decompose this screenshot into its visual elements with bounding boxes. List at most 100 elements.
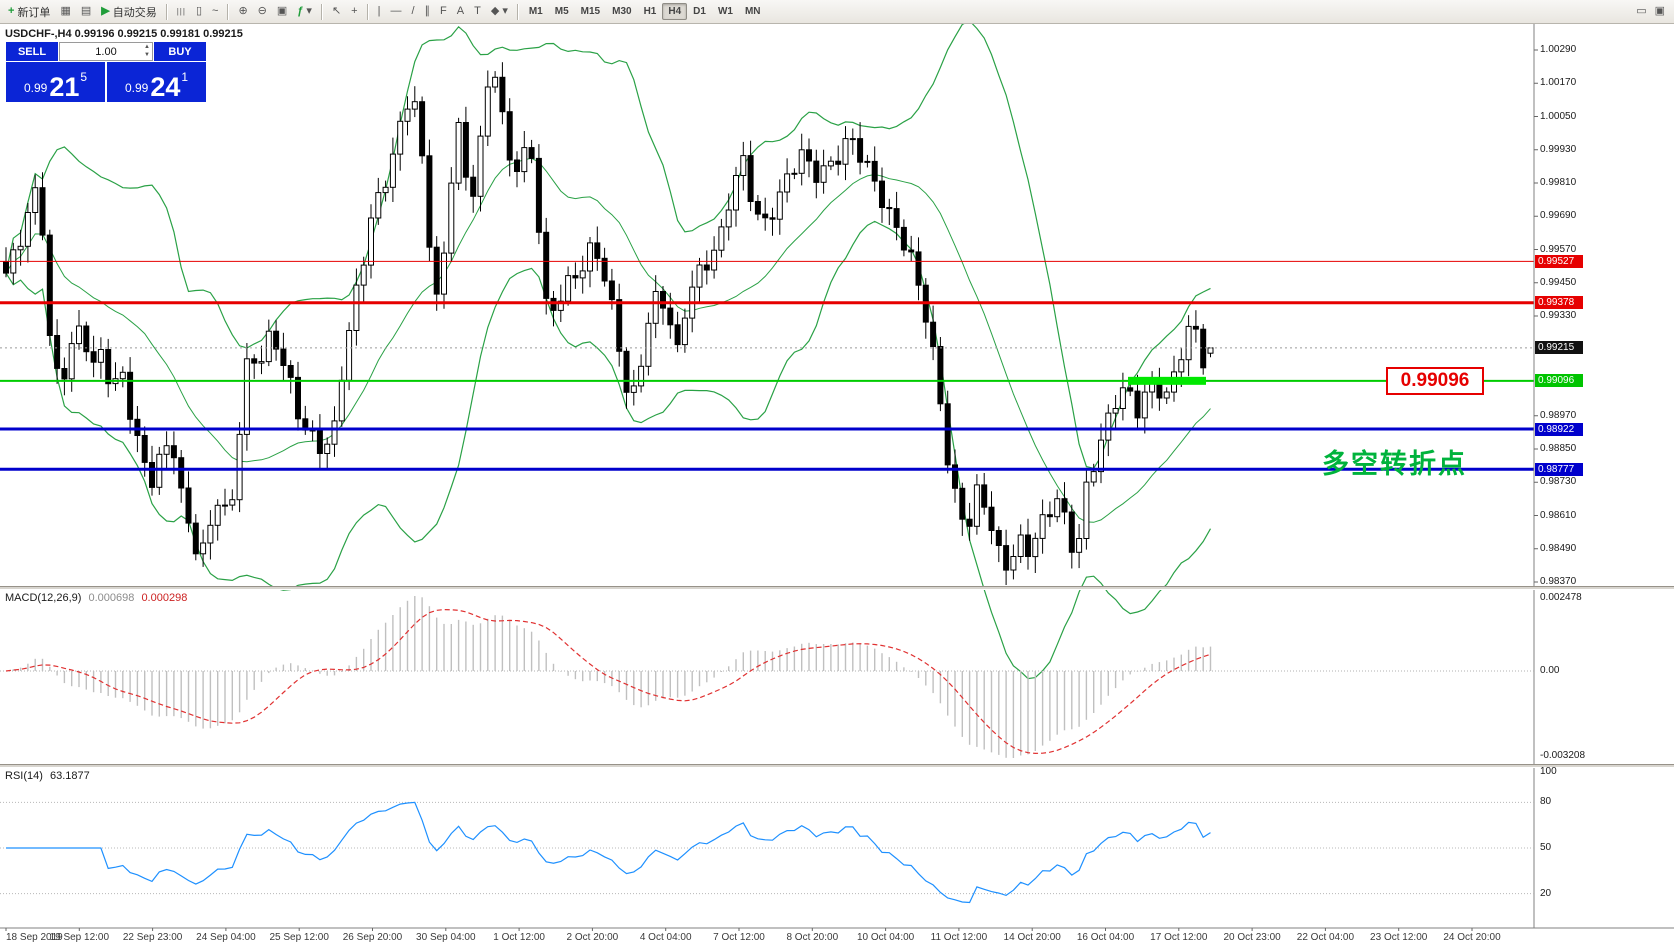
- crosshair-icon: +: [351, 5, 358, 17]
- one-click-trading-widget: SELL 1.00 ▲ ▼ BUY 0.99 21 5 0.99 24 1: [6, 42, 206, 102]
- macd-label: MACD(12,26,9) 0.000698 0.000298: [5, 592, 187, 604]
- rsi-label: RSI(14) 63.1877: [5, 770, 90, 782]
- chart-ohlc-header: USDCHF-,H4 0.99196 0.99215 0.99181 0.992…: [5, 28, 243, 40]
- autotrading-icon: ▶: [101, 5, 110, 17]
- bar-chart-icon: |||: [176, 6, 186, 16]
- buy-price-big: 24: [150, 71, 181, 102]
- candlestick-chart-button[interactable]: ▯: [191, 1, 207, 23]
- sell-button[interactable]: SELL: [6, 42, 58, 61]
- new-order-button[interactable]: + 新订单: [3, 1, 55, 23]
- toolbar-separator: [366, 3, 369, 20]
- chart-plot[interactable]: [0, 24, 1674, 947]
- volume-input[interactable]: 1.00 ▲ ▼: [59, 42, 153, 61]
- price-level-box[interactable]: 0.99096: [1386, 367, 1484, 395]
- rsi-axis-label: 20: [1540, 887, 1552, 899]
- line-chart-button[interactable]: ~: [207, 1, 223, 23]
- price-badge: 0.99378: [1535, 296, 1583, 310]
- new-order-icon: +: [8, 5, 15, 17]
- time-axis-label: 1 Oct 12:00: [493, 932, 545, 943]
- timeframe-w1-button[interactable]: W1: [717, 6, 733, 17]
- time-axis-label: 14 Oct 20:00: [1003, 932, 1061, 943]
- timeframe-h1-button[interactable]: H1: [643, 6, 657, 17]
- tile-windows-icon: ▣: [276, 5, 288, 17]
- spinner-down-icon[interactable]: ▼: [144, 51, 150, 58]
- autotrading-button[interactable]: ▶ 自动交易: [96, 1, 161, 23]
- rsi-name: RSI(14): [5, 770, 43, 782]
- time-axis-label: 19 Sep 12:00: [49, 932, 110, 943]
- volume-spinner[interactable]: ▲ ▼: [144, 44, 150, 60]
- buy-price-button[interactable]: 0.99 24 1: [107, 62, 206, 102]
- cursor-button[interactable]: ↖: [327, 1, 346, 23]
- price-axis-tick: 0.98970: [1540, 409, 1577, 421]
- trendline-icon: /: [411, 5, 415, 17]
- timeframe-m30-button[interactable]: M30: [612, 6, 632, 17]
- spinner-up-icon[interactable]: ▲: [144, 44, 150, 50]
- shapes-button[interactable]: ◆ ▾: [486, 1, 513, 23]
- toolbar-separator: [320, 3, 323, 20]
- channel-button[interactable]: ∥: [420, 1, 436, 23]
- fibonacci-button[interactable]: F: [435, 1, 452, 23]
- timeframe-m15-button[interactable]: M15: [580, 6, 601, 17]
- time-axis-label: 7 Oct 12:00: [713, 932, 765, 943]
- horizontal-line-button[interactable]: —: [385, 1, 406, 23]
- panel-splitter[interactable]: [0, 764, 1674, 768]
- text-label-icon: T: [474, 5, 481, 17]
- shapes-icon: ◆: [490, 5, 500, 17]
- buy-button[interactable]: BUY: [154, 42, 206, 61]
- toolbar-separator: [165, 3, 168, 20]
- timeframe-m5-button[interactable]: M5: [554, 6, 569, 17]
- toolbar-extra-icon-1[interactable]: ▭: [1636, 5, 1647, 17]
- timeframe-h4-button[interactable]: H4: [662, 3, 688, 20]
- chart-window: USDCHF-,H4 0.99196 0.99215 0.99181 0.992…: [0, 24, 1674, 947]
- fibonacci-icon: F: [440, 5, 447, 17]
- macd-axis-label: 0.002478: [1540, 592, 1582, 603]
- new-chart-button[interactable]: ▦: [55, 1, 75, 23]
- time-axis-label: 22 Oct 04:00: [1296, 932, 1355, 943]
- volume-value: 1.00: [95, 45, 117, 58]
- vertical-line-button[interactable]: |: [373, 1, 386, 23]
- toolbar-right-group: ▭ ▣: [1636, 6, 1671, 17]
- buy-price-sup: 1: [181, 70, 189, 84]
- timeframe-m1-button[interactable]: M1: [528, 6, 543, 17]
- sell-price-button[interactable]: 0.99 21 5: [6, 62, 105, 102]
- price-axis-tick: 0.99330: [1540, 310, 1577, 321]
- buy-price-base: 0.99: [124, 81, 149, 95]
- panel-splitter[interactable]: [0, 586, 1674, 590]
- price-badge: 0.98922: [1535, 422, 1583, 436]
- cursor-icon: ↖: [331, 5, 342, 17]
- toolbar-extra-icon-2[interactable]: ▣: [1654, 5, 1665, 17]
- price-axis-tick: 0.99690: [1540, 210, 1577, 222]
- text-button[interactable]: A: [452, 1, 469, 23]
- price-axis-tick: 0.98490: [1540, 542, 1577, 554]
- text-icon: A: [456, 5, 465, 17]
- line-chart-icon: ~: [212, 5, 219, 17]
- time-axis-label: 18 Sep 2019: [6, 932, 63, 943]
- timeframe-mn-button[interactable]: MN: [744, 6, 761, 17]
- zoom-in-button[interactable]: ⊕: [233, 1, 252, 23]
- indicators-button[interactable]: ƒ ▾: [292, 1, 317, 23]
- profiles-icon: ▤: [80, 5, 92, 17]
- chart-annotation-text[interactable]: 多空转折点: [1322, 449, 1467, 479]
- tile-windows-button[interactable]: ▣: [272, 1, 292, 23]
- text-label-button[interactable]: T: [469, 1, 486, 23]
- profiles-button[interactable]: ▤: [76, 1, 96, 23]
- price-axis-tick: 0.98730: [1540, 476, 1577, 488]
- toolbar-separator: [227, 3, 230, 20]
- chevron-down-icon: ▾: [306, 5, 312, 17]
- timeframe-d1-button[interactable]: D1: [693, 6, 706, 17]
- time-axis-label: 25 Sep 12:00: [269, 932, 329, 943]
- crosshair-button[interactable]: +: [346, 1, 362, 23]
- time-axis-label: 24 Sep 04:00: [196, 932, 256, 943]
- autotrading-label: 自动交易: [112, 6, 157, 19]
- time-axis-label: 22 Sep 23:00: [122, 932, 183, 943]
- price-badge: 0.98777: [1535, 462, 1583, 476]
- bar-chart-button[interactable]: |||: [172, 1, 191, 23]
- new-chart-icon: ▦: [60, 5, 71, 17]
- time-axis-label: 26 Sep 20:00: [342, 932, 403, 943]
- horizontal-line-icon: —: [390, 5, 402, 17]
- price-axis-tick: 0.99570: [1540, 243, 1577, 255]
- rsi-value: 63.1877: [49, 770, 90, 782]
- vertical-line-icon: |: [377, 5, 381, 17]
- zoom-out-button[interactable]: ⊖: [253, 1, 272, 23]
- trendline-button[interactable]: /: [406, 1, 419, 23]
